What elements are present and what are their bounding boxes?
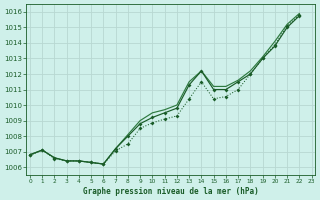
X-axis label: Graphe pression niveau de la mer (hPa): Graphe pression niveau de la mer (hPa) — [83, 187, 259, 196]
